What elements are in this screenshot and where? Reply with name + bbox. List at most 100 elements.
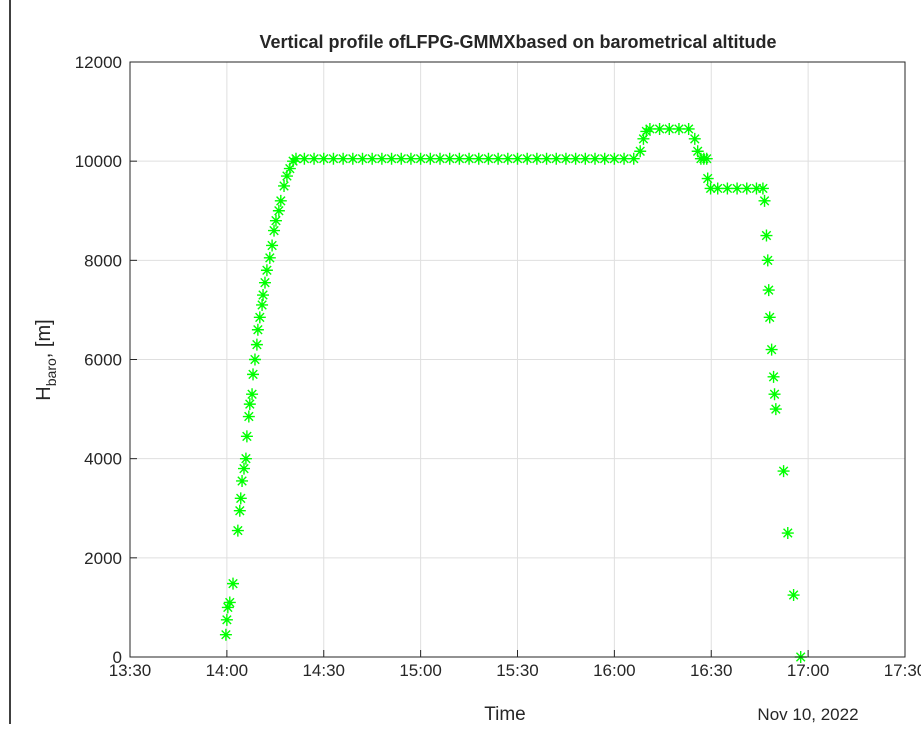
data-point [243, 398, 256, 411]
data-point [627, 152, 640, 165]
data-point [618, 152, 631, 165]
data-point [756, 182, 769, 195]
data-point [280, 170, 293, 183]
data-point [740, 182, 753, 195]
x-tick-label: 16:30 [690, 661, 733, 680]
y-axis-label: Hbaro, [m] [33, 319, 59, 400]
data-point [268, 224, 281, 237]
data-point [761, 254, 774, 267]
data-point [231, 524, 244, 537]
data-point [240, 430, 253, 443]
data-point [356, 152, 369, 165]
data-point [492, 152, 505, 165]
data-point [482, 152, 495, 165]
data-point [274, 194, 287, 207]
data-point [424, 152, 437, 165]
data-point [767, 370, 780, 383]
data-point [248, 353, 261, 366]
data-point [463, 152, 476, 165]
y-tick-label: 4000 [84, 450, 122, 469]
chart-title: Vertical profile ofLFPG-GMMXbased on bar… [259, 32, 776, 52]
data-point [530, 152, 543, 165]
data-point [404, 152, 417, 165]
data-point [701, 172, 714, 185]
data-point [395, 152, 408, 165]
data-point [453, 152, 466, 165]
data-point [777, 465, 790, 478]
y-label-main: H [33, 386, 55, 400]
data-point [260, 264, 273, 277]
data-point [308, 152, 321, 165]
data-point [763, 311, 776, 324]
data-point [221, 601, 234, 614]
data-point [511, 152, 524, 165]
data-point [242, 410, 255, 423]
date-label: Nov 10, 2022 [757, 705, 858, 724]
x-tick-label: 14:30 [302, 661, 345, 680]
data-point [239, 452, 252, 465]
data-point [711, 182, 724, 195]
data-point [640, 125, 653, 138]
data-point [253, 311, 266, 324]
data-point [540, 152, 553, 165]
data-point [443, 152, 456, 165]
data-point [682, 122, 695, 135]
data-point [589, 152, 601, 165]
data-point [704, 182, 717, 195]
data-point [608, 152, 621, 165]
data-point [237, 462, 250, 475]
data-point [731, 182, 744, 195]
data-point [327, 152, 340, 165]
data-point [653, 122, 666, 135]
data-point [263, 251, 276, 264]
data-point [750, 182, 763, 195]
data-point [472, 152, 485, 165]
data-point [233, 504, 246, 517]
data-point [769, 403, 782, 416]
data-point [414, 152, 427, 165]
y-tick-label: 8000 [84, 251, 122, 270]
x-tick-label: 14:00 [206, 661, 249, 680]
y-label-sub: baro [43, 358, 59, 386]
data-point [598, 152, 611, 165]
x-tick-label: 17:30 [884, 661, 921, 680]
data-point [781, 527, 794, 540]
data-point [559, 152, 572, 165]
data-point [257, 289, 270, 302]
data-point [298, 152, 311, 165]
data-point [385, 152, 398, 165]
data-point [501, 152, 514, 165]
markers [219, 122, 807, 663]
data-point [721, 182, 734, 195]
x-axis-label: Time [484, 704, 526, 724]
data-point [289, 152, 302, 165]
data-point [768, 388, 781, 401]
data-point [762, 284, 775, 297]
data-point [521, 152, 534, 165]
data-point [317, 152, 330, 165]
data-point [258, 276, 271, 289]
y-tick-label: 2000 [84, 549, 122, 568]
data-point [550, 152, 563, 165]
data-point [758, 194, 771, 207]
data-point [283, 162, 296, 175]
data-point [234, 492, 247, 505]
data-point [663, 122, 676, 135]
data-point [346, 152, 359, 165]
x-tick-label: 15:00 [399, 661, 442, 680]
data-point [787, 589, 800, 602]
data-point [760, 229, 773, 242]
x-tick-label: 17:00 [787, 661, 830, 680]
data-point [569, 152, 582, 165]
data-point [691, 145, 704, 158]
data-point [251, 323, 264, 336]
y-tick-label: 6000 [84, 351, 122, 370]
data-point [637, 132, 650, 145]
data-point [634, 145, 647, 158]
data-point [266, 239, 279, 252]
data-point [434, 152, 446, 165]
data-point [688, 132, 701, 145]
data-point [672, 122, 685, 135]
y-tick-label: 10000 [75, 152, 122, 171]
